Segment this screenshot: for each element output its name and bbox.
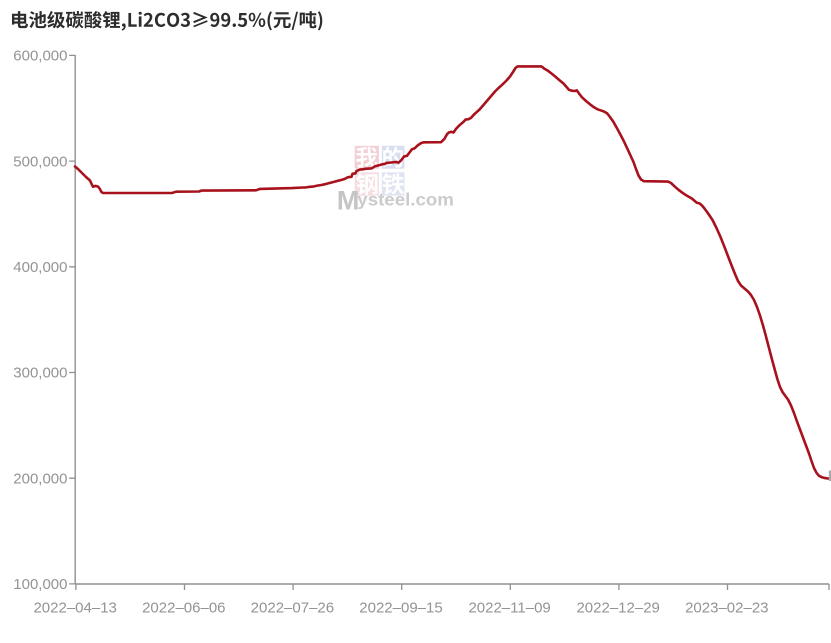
svg-text:2022–09–15: 2022–09–15	[359, 600, 442, 617]
svg-text:300,000: 300,000	[13, 365, 67, 382]
svg-text:2022–06–06: 2022–06–06	[142, 600, 225, 617]
svg-text:600,000: 600,000	[13, 48, 67, 65]
svg-text:M: M	[337, 185, 360, 216]
svg-text:2022–04–13: 2022–04–13	[33, 600, 116, 617]
svg-text:2022–12–29: 2022–12–29	[576, 600, 659, 617]
svg-text:200,000: 200,000	[13, 470, 67, 487]
svg-text:2023–02–23: 2023–02–23	[685, 600, 768, 617]
svg-text:2022–07–26: 2022–07–26	[251, 600, 334, 617]
svg-text:400,000: 400,000	[13, 259, 67, 276]
svg-text:100,000: 100,000	[13, 576, 67, 593]
svg-text:2022–11–09: 2022–11–09	[468, 600, 550, 617]
svg-text:500,000: 500,000	[13, 153, 67, 170]
svg-text:ysteel.com: ysteel.com	[357, 190, 454, 210]
